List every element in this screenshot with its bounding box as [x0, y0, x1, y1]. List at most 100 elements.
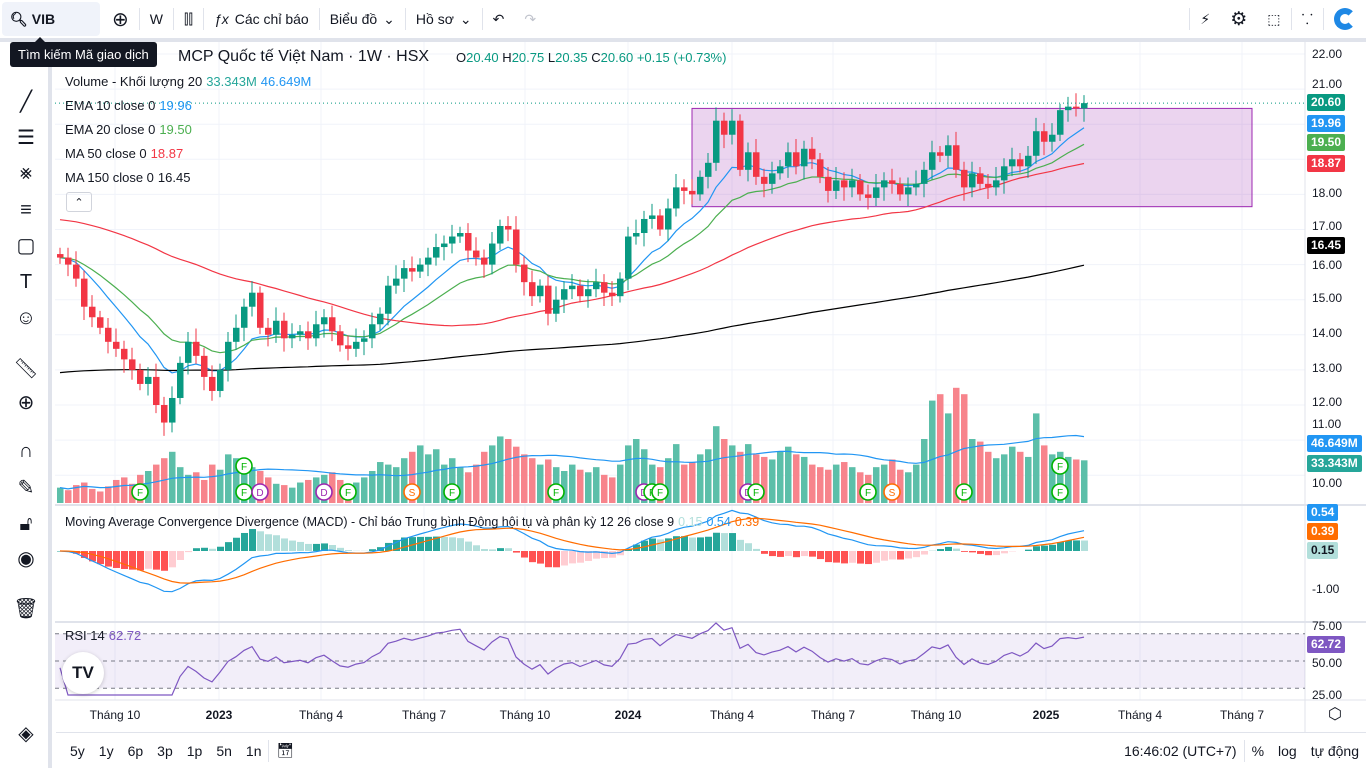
legend-rsi[interactable]: RSI 14 62.72 [65, 628, 145, 643]
candle [137, 369, 144, 384]
volume-bar [473, 464, 480, 503]
delete-tool[interactable]: 🗑︎ [12, 594, 40, 622]
forecast-tool[interactable]: ≡ [12, 196, 40, 224]
draw-mode-tool[interactable]: ✎ [12, 473, 40, 501]
candle [369, 324, 376, 339]
macd-histogram-bar [417, 536, 424, 551]
macd-histogram-bar [385, 542, 392, 551]
log-toggle[interactable]: log [1278, 742, 1297, 759]
time-tick: 2023 [205, 708, 233, 722]
share-icon: ⸪ [1301, 10, 1313, 27]
emoji-tool[interactable]: ☺ [12, 304, 40, 332]
legend-volume[interactable]: Volume - Khối lượng 20 33.343M 46.649M [65, 74, 315, 89]
object-tree-button[interactable]: ◈ [12, 719, 40, 747]
divider [138, 8, 140, 30]
percent-toggle[interactable]: % [1251, 742, 1265, 759]
chart-menu-button[interactable]: Biểu đồ ⌄ [320, 0, 405, 38]
macd-histogram-bar [905, 551, 912, 559]
range-5n[interactable]: 5n [216, 742, 232, 759]
fib-tool[interactable]: ☰ [12, 123, 40, 151]
indicators-button[interactable]: ƒx Các chỉ báo [204, 0, 319, 38]
symbol-label: VIB [31, 11, 56, 27]
undo-button[interactable]: ↶ [483, 0, 515, 38]
volume-bar [897, 469, 904, 503]
trend-line-tool[interactable]: ╱ [12, 87, 40, 115]
legend-macd[interactable]: Moving Average Convergence Divergence (M… [65, 515, 763, 529]
range-1y[interactable]: 1y [98, 742, 114, 759]
macd-histogram-bar [849, 551, 856, 563]
macd-histogram-bar [153, 551, 160, 570]
quick-search-button[interactable]: ⚡︎ [1190, 0, 1220, 38]
macd-histogram-bar [673, 536, 680, 551]
range-5y[interactable]: 5y [70, 742, 85, 759]
candle [825, 176, 832, 191]
pattern-tool[interactable]: ⨳ [12, 159, 40, 187]
collapse-legend-button[interactable]: ⌃ [66, 192, 92, 212]
axis-settings-button[interactable]: ⬡ [1328, 707, 1342, 723]
macd-histogram-bar [857, 551, 864, 564]
lock-tool[interactable]: 🔓︎ [12, 510, 40, 538]
share-button[interactable]: ⸪ [1292, 0, 1323, 38]
volume-bar [833, 464, 840, 503]
interval-button[interactable]: W [140, 0, 173, 38]
range-3p[interactable]: 3p [157, 742, 173, 759]
auto-scale-toggle[interactable]: tự động [1310, 742, 1359, 759]
candle [705, 162, 712, 177]
chart-type-button[interactable]: ⫿⫿ [174, 0, 203, 38]
candle [113, 341, 120, 349]
volume-bar [809, 464, 816, 503]
open-value: 20.40 [466, 50, 499, 65]
add-symbol-button[interactable]: ⊕ [102, 0, 139, 38]
zoom-tool[interactable]: ⊕ [12, 388, 40, 416]
macd-line [59, 509, 1085, 593]
candle [929, 152, 936, 170]
volume-bar [1017, 451, 1024, 503]
profile-menu-button[interactable]: Hồ sơ ⌄ [406, 0, 482, 38]
visibility-tool[interactable]: ◉ [12, 544, 40, 572]
legend-ema20[interactable]: EMA 20 close 0 19.50 [65, 122, 196, 137]
legend-ma50[interactable]: MA 50 close 0 18.87 [65, 146, 187, 161]
event-marker-F: F [443, 483, 461, 501]
macd-histogram-bar [201, 547, 208, 551]
settings-button[interactable]: ⚙︎ [1220, 0, 1257, 38]
macd-histogram-bar [737, 539, 744, 551]
chart-canvas[interactable]: FFFDDFSFFDFFDFFSFFF [55, 42, 1366, 732]
redo-button[interactable]: ↷ [514, 0, 546, 38]
macd-histogram-bar [681, 536, 688, 551]
event-marker-F: F [547, 483, 565, 501]
volume-bar [177, 467, 184, 503]
range-6p[interactable]: 6p [127, 742, 144, 759]
event-label: F [345, 488, 351, 499]
ruler-tool[interactable]: 📏︎ [12, 354, 40, 382]
magnet-tool[interactable]: ∩ [12, 437, 40, 465]
event-label: S [409, 488, 416, 499]
divider [1290, 8, 1292, 30]
price-tick: 16.00 [1312, 258, 1343, 272]
shapes-tool[interactable]: ▢ [12, 231, 40, 259]
macd-histogram-bar [1001, 551, 1008, 554]
macd-histogram-bar [1025, 549, 1032, 551]
legend-ma150[interactable]: MA 150 close 0 16.45 [65, 170, 194, 185]
rsi-value-label: 62.72 [1307, 636, 1346, 653]
candle [953, 145, 960, 170]
legend-ema10[interactable]: EMA 10 close 0 19.96 [65, 98, 196, 113]
candle [969, 173, 976, 188]
candle [625, 236, 632, 279]
tradingview-logo[interactable]: TV [62, 652, 104, 694]
macd-histogram-bar [713, 532, 720, 551]
text-tool[interactable]: T [12, 268, 40, 296]
candle [873, 187, 880, 198]
candle [1009, 159, 1016, 167]
volume-bar [1025, 456, 1032, 503]
candle [1017, 159, 1024, 167]
volume-bar [145, 471, 152, 503]
candle [393, 278, 400, 286]
range-1n[interactable]: 1n [245, 742, 262, 759]
goto-date-button[interactable]: 📅︎ [269, 742, 301, 759]
volume-bar [497, 436, 504, 503]
symbol-search-button[interactable]: 🔍︎ VIB [2, 2, 100, 36]
range-1p[interactable]: 1p [186, 742, 203, 759]
fullscreen-button[interactable]: ⬚ [1257, 0, 1290, 38]
price-tick: 13.00 [1312, 361, 1343, 375]
volume-bar [825, 469, 832, 503]
